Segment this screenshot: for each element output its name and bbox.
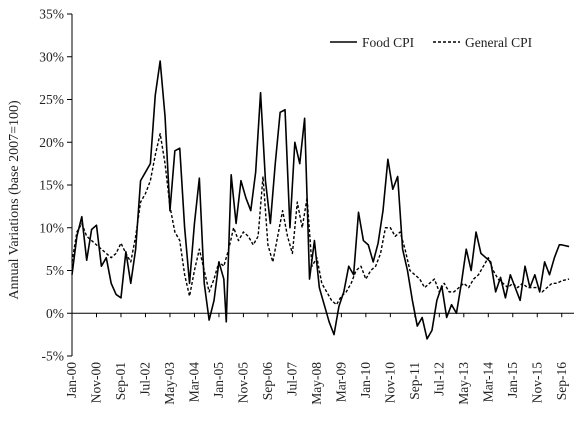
- x-tick-label: Sep-11: [407, 362, 422, 400]
- x-tick-label: May-08: [309, 362, 324, 405]
- legend: Food CPI General CPI: [330, 35, 533, 50]
- x-tick-label: Sep-16: [554, 362, 569, 400]
- y-tick-label: 20%: [39, 135, 64, 150]
- series-layer: [71, 60, 570, 340]
- y-tick-label: 10%: [39, 220, 64, 235]
- x-tick-label: Jul-12: [431, 362, 446, 396]
- y-axis: -5% 0% 5% 10% 15% 20% 25% 30% 35%: [39, 7, 73, 364]
- x-tick-label: Sep-01: [113, 362, 128, 400]
- x-tick-label: Jan-00: [64, 362, 79, 398]
- legend-label-general-cpi: General CPI: [465, 35, 533, 50]
- series-line-food-cpi: [71, 60, 570, 340]
- x-tick-label: Jan-10: [358, 362, 373, 398]
- x-tick-label: Jul-07: [284, 362, 299, 396]
- x-tick-label: Jan-15: [505, 362, 520, 398]
- y-tick-label: 15%: [39, 178, 64, 193]
- y-tick-label: 30%: [39, 49, 64, 64]
- x-tick-label: Mar-04: [186, 362, 201, 402]
- x-tick-label: May-13: [456, 362, 471, 405]
- y-axis-title: Annual Variations (base 2007=100): [7, 100, 22, 300]
- x-tick-label: Mar-14: [480, 362, 495, 402]
- x-tick-label: Nov-00: [88, 362, 103, 403]
- x-tick-label: May-03: [162, 362, 177, 405]
- x-tick-label: Jan-05: [211, 362, 226, 398]
- x-tick-label: Nov-05: [235, 362, 250, 403]
- y-tick-label: 0%: [46, 306, 64, 321]
- y-tick-label: 35%: [39, 7, 64, 22]
- x-tick-label: Mar-09: [333, 362, 348, 402]
- x-tick-label: Nov-10: [382, 362, 397, 403]
- series-line-general-cpi: [71, 133, 570, 306]
- x-tick-label: Jul-02: [137, 362, 152, 396]
- x-tick-label: Nov-15: [529, 362, 544, 403]
- x-axis: Jan-00 Nov-00 Sep-01 Jul-02 May-03 Mar-04 Jan-…: [64, 312, 574, 405]
- x-tick-label: Sep-06: [260, 362, 275, 400]
- y-tick-label: 5%: [46, 263, 64, 278]
- y-tick-label: 25%: [39, 92, 64, 107]
- y-tick-label: -5%: [42, 349, 65, 364]
- legend-label-food-cpi: Food CPI: [362, 35, 415, 50]
